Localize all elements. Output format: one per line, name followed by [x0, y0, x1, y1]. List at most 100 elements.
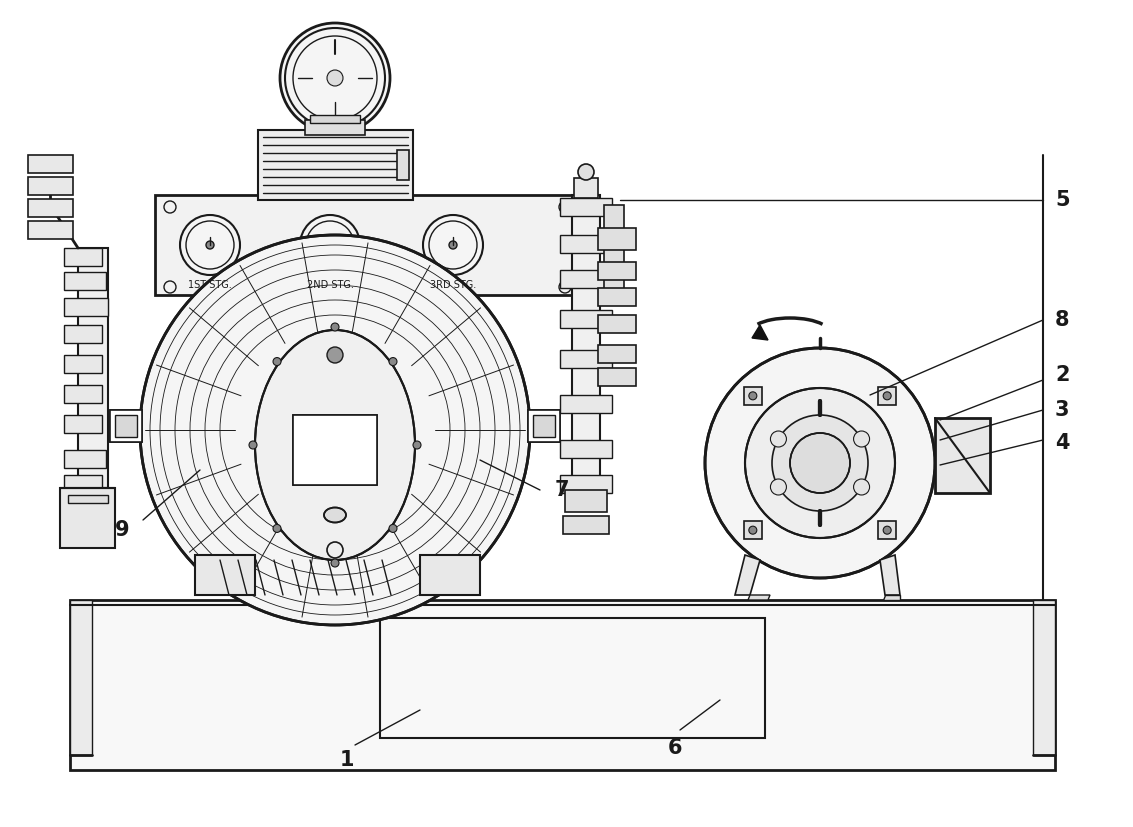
Circle shape: [389, 357, 397, 366]
Bar: [310, 115, 360, 123]
Bar: [878, 387, 896, 405]
Bar: [110, 410, 142, 442]
Bar: [935, 418, 990, 493]
Bar: [1033, 600, 1055, 755]
Circle shape: [327, 347, 343, 363]
Bar: [258, 130, 414, 200]
Bar: [560, 310, 612, 328]
Bar: [598, 228, 636, 250]
Circle shape: [249, 441, 257, 449]
Bar: [572, 195, 600, 510]
Bar: [116, 415, 137, 437]
Bar: [63, 355, 102, 373]
Text: 3: 3: [1055, 400, 1070, 420]
Bar: [598, 315, 636, 333]
Circle shape: [449, 241, 457, 249]
Text: 7: 7: [555, 480, 570, 500]
Bar: [560, 395, 612, 413]
Bar: [528, 410, 560, 442]
Circle shape: [206, 241, 214, 249]
Polygon shape: [883, 595, 900, 600]
Circle shape: [180, 215, 240, 275]
Circle shape: [140, 235, 530, 625]
Polygon shape: [880, 555, 900, 595]
Circle shape: [331, 559, 339, 567]
Bar: [28, 177, 73, 195]
Bar: [574, 178, 598, 198]
Polygon shape: [735, 555, 760, 595]
Text: 3RD STG.: 3RD STG.: [429, 280, 476, 290]
Bar: [563, 516, 610, 534]
Text: 9: 9: [116, 520, 129, 540]
Bar: [604, 205, 624, 305]
Circle shape: [746, 388, 895, 538]
Polygon shape: [748, 595, 770, 600]
Circle shape: [332, 75, 338, 81]
Circle shape: [389, 524, 397, 533]
Bar: [598, 368, 636, 386]
Bar: [63, 450, 107, 468]
Bar: [560, 475, 612, 493]
Circle shape: [423, 215, 483, 275]
Text: 4: 4: [1055, 433, 1070, 453]
Circle shape: [770, 479, 786, 495]
Bar: [598, 288, 636, 306]
Bar: [744, 387, 761, 405]
Circle shape: [749, 392, 757, 399]
Ellipse shape: [255, 330, 415, 560]
Bar: [195, 555, 255, 595]
Bar: [878, 521, 896, 539]
Circle shape: [853, 479, 869, 495]
Circle shape: [326, 241, 334, 249]
Bar: [63, 325, 102, 343]
Text: 1ST STG.: 1ST STG.: [188, 280, 232, 290]
Bar: [397, 150, 409, 180]
Bar: [560, 350, 612, 368]
Text: 8: 8: [1055, 310, 1070, 330]
Circle shape: [414, 441, 421, 449]
Bar: [744, 521, 761, 539]
Ellipse shape: [324, 508, 346, 523]
Circle shape: [300, 215, 360, 275]
Circle shape: [705, 348, 935, 578]
Bar: [78, 248, 108, 488]
Bar: [28, 199, 73, 217]
Text: 2: 2: [1055, 365, 1070, 385]
Circle shape: [273, 524, 281, 533]
Bar: [63, 385, 102, 403]
Bar: [155, 195, 576, 295]
Bar: [560, 270, 612, 288]
Bar: [63, 415, 102, 433]
Circle shape: [280, 23, 390, 133]
Bar: [28, 155, 73, 173]
Circle shape: [884, 526, 892, 534]
Text: 2ND STG.: 2ND STG.: [307, 280, 353, 290]
Bar: [560, 198, 612, 216]
Bar: [528, 410, 560, 442]
Circle shape: [749, 526, 757, 534]
Text: 6: 6: [668, 738, 682, 758]
Circle shape: [884, 392, 892, 399]
Circle shape: [327, 70, 343, 86]
Text: 1: 1: [340, 750, 355, 770]
Bar: [70, 600, 1055, 770]
Bar: [28, 221, 73, 239]
Bar: [380, 618, 765, 738]
Bar: [560, 235, 612, 253]
Circle shape: [772, 415, 868, 511]
Polygon shape: [752, 325, 768, 340]
Bar: [560, 440, 612, 458]
Bar: [533, 415, 555, 437]
Circle shape: [790, 433, 850, 493]
Circle shape: [578, 164, 594, 180]
Bar: [293, 415, 377, 485]
Bar: [110, 410, 142, 442]
Bar: [565, 490, 607, 512]
Text: 5: 5: [1055, 190, 1070, 210]
Bar: [305, 120, 365, 135]
Circle shape: [853, 431, 869, 447]
Bar: [63, 475, 102, 493]
Bar: [70, 600, 92, 755]
Bar: [68, 495, 108, 503]
Bar: [293, 415, 377, 485]
